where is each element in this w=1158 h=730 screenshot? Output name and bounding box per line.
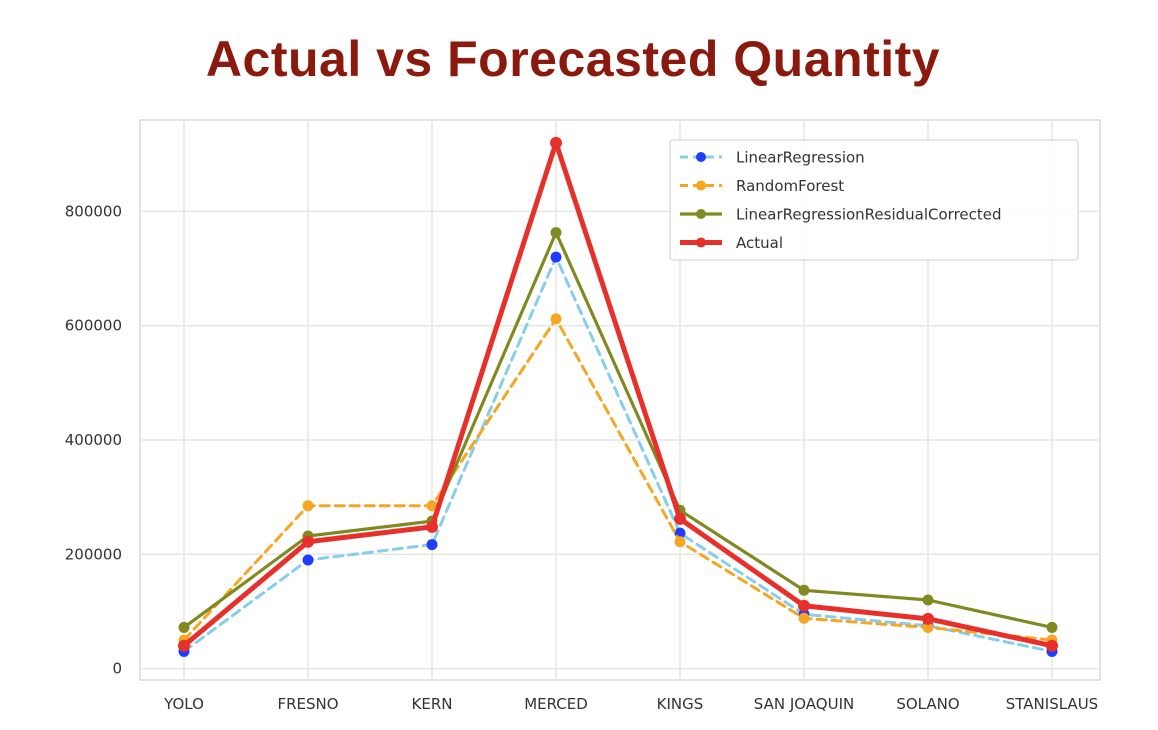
legend-marker xyxy=(696,180,706,191)
x-tick-label: SAN JOAQUIN xyxy=(754,695,854,713)
data-point xyxy=(426,520,438,533)
data-point xyxy=(798,612,810,624)
series-line xyxy=(182,317,1054,642)
legend-entry: LinearRegression xyxy=(680,149,865,167)
x-tick-label: MERCED xyxy=(524,695,588,713)
data-point xyxy=(674,512,686,525)
legend: LinearRegression RandomForest LinearRegres… xyxy=(669,139,1079,261)
y-tick-label: 200000 xyxy=(65,545,122,563)
data-point xyxy=(550,251,562,263)
series-randomforest xyxy=(178,313,1058,646)
x-tick-label: KERN xyxy=(412,695,453,713)
legend-marker xyxy=(696,152,706,162)
data-point xyxy=(798,599,810,612)
y-tick-label: 0 xyxy=(112,660,122,678)
data-point xyxy=(922,612,934,625)
x-tick-label: FRESNO xyxy=(277,695,338,713)
legend-entry: RandomForest xyxy=(680,177,844,195)
data-point xyxy=(798,584,810,596)
data-point xyxy=(1046,621,1058,633)
data-point xyxy=(302,535,314,548)
legend-label: RandomForest xyxy=(736,177,844,195)
data-point xyxy=(922,594,934,606)
legend-marker xyxy=(696,237,706,248)
legend-entry: LinearRegressionResidualCorrected xyxy=(680,206,1002,224)
legend-entry: Actual xyxy=(680,234,783,252)
data-point xyxy=(550,313,562,325)
legend-label: LinearRegression xyxy=(736,149,865,167)
series-line xyxy=(182,230,1054,630)
x-tick-label: KINGS xyxy=(657,695,704,713)
y-tick-label: 800000 xyxy=(65,202,122,220)
data-point xyxy=(302,500,314,512)
data-point xyxy=(550,136,562,149)
legend-label: LinearRegressionResidualCorrected xyxy=(736,206,1002,224)
x-tick-label: SOLANO xyxy=(896,695,959,713)
chart-title: Actual vs Forecasted Quantity xyxy=(205,31,941,87)
series-actual xyxy=(178,136,1058,652)
series-linearregressionresidualcorrected xyxy=(178,227,1058,633)
data-point xyxy=(550,227,562,239)
data-point xyxy=(922,621,934,633)
series-line xyxy=(182,255,1054,653)
legend-label: Actual xyxy=(736,234,783,252)
x-tick-label: YOLO xyxy=(163,695,204,713)
data-point xyxy=(178,639,190,652)
data-point xyxy=(178,621,190,633)
legend-box xyxy=(669,139,1079,261)
data-point xyxy=(302,554,314,566)
data-point xyxy=(674,536,686,548)
x-axis: YOLO FRESNO KERN MERCED KINGS SAN JOAQUIN SOLA… xyxy=(163,695,1098,713)
series-group xyxy=(178,136,1058,657)
y-tick-label: 400000 xyxy=(65,431,122,449)
legend-marker xyxy=(696,209,706,219)
data-point xyxy=(1046,639,1058,652)
y-axis: 0 200000 400000 600000 800000 xyxy=(65,202,122,677)
series-line xyxy=(181,140,1055,649)
x-tick-label: STANISLAUS xyxy=(1006,695,1098,713)
y-tick-label: 600000 xyxy=(65,317,122,335)
data-point xyxy=(426,500,438,512)
data-point xyxy=(426,539,438,551)
